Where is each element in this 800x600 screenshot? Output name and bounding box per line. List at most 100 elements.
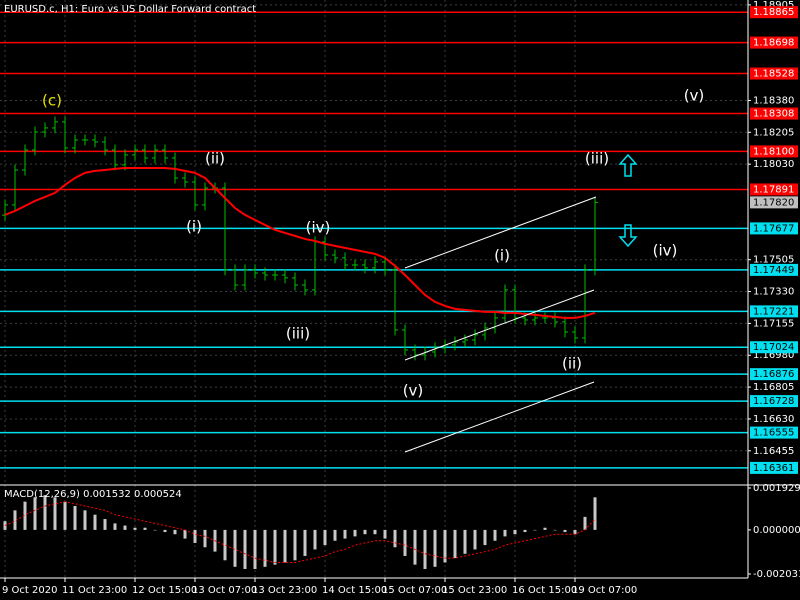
macd-bar (153, 529, 157, 531)
x-tick-label: 19 Oct 07:00 (572, 585, 637, 596)
macd-bar (113, 523, 117, 530)
level-tag (750, 222, 798, 235)
macd-bar (563, 529, 567, 533)
level-tag (750, 36, 798, 49)
macd-bar (23, 501, 27, 530)
level-tag (750, 305, 798, 318)
indicator-tick-label: -0.002031 (753, 569, 800, 580)
macd-bar (473, 529, 477, 550)
macd-bar (503, 529, 507, 537)
macd-bar (553, 529, 557, 531)
x-tick-label: 14 Oct 15:00 (322, 585, 387, 596)
wave-label: (i) (186, 218, 202, 236)
y-tick-label: 1.18380 (753, 95, 794, 106)
wave-label: (v) (403, 382, 424, 400)
indicator-tick-label: 0.001929 (753, 483, 800, 494)
wave-label: (c) (42, 92, 62, 110)
trend-line (404, 196, 597, 269)
macd-bar (33, 497, 37, 530)
macd-bar (583, 516, 587, 530)
macd-bar (83, 510, 87, 530)
macd-bar (73, 506, 77, 530)
macd-bar (523, 529, 527, 533)
x-tick-label: 11 Oct 23:00 (62, 585, 127, 596)
macd-bar (443, 529, 447, 563)
macd-bar (183, 529, 187, 539)
macd-bar (103, 519, 107, 530)
y-tick-label: 1.16805 (753, 382, 794, 393)
y-tick-label: 1.17330 (753, 287, 794, 298)
macd-bar (493, 529, 497, 541)
level-label: 1.16555 (753, 428, 794, 439)
macd-bar (593, 497, 597, 530)
level-label: 1.17024 (753, 342, 794, 353)
macd-bar (463, 529, 467, 554)
indicator-tick-label: 0.000000 (753, 525, 800, 536)
y-tick-label: 1.17505 (753, 255, 794, 266)
macd-bar (353, 529, 357, 537)
level-tag (750, 183, 798, 196)
plot (2, 116, 598, 569)
chart-title: EURUSD.c, H1: Euro vs US Dollar Forward … (4, 4, 256, 15)
level-tag (750, 67, 798, 80)
macd-bar (453, 529, 457, 559)
levels (0, 11, 748, 469)
macd-bar (343, 529, 347, 539)
up-arrow (618, 153, 638, 177)
moving-average (4, 166, 596, 319)
macd-bar (403, 529, 407, 556)
y-tick-label: 1.18905 (753, 0, 794, 11)
trend-line (404, 381, 595, 453)
macd-bar (423, 529, 427, 569)
level-tag (750, 368, 798, 381)
macd-bar (293, 529, 297, 561)
x-tick-label: 16 Oct 15:00 (512, 585, 577, 596)
x-tick-label: 15 Oct 23:00 (442, 585, 507, 596)
level-label: 1.16361 (753, 463, 794, 474)
level-label: 1.17891 (753, 184, 794, 195)
macd-bar (163, 529, 167, 533)
macd-signal (4, 501, 596, 563)
macd-bar (43, 495, 47, 530)
macd-bar (263, 529, 267, 567)
wave-label: (iii) (585, 150, 609, 168)
wave-label: (iv) (653, 242, 678, 260)
wave-label: (ii) (562, 355, 582, 373)
y-tick-label: 1.16980 (753, 350, 794, 361)
macd-bar (483, 529, 487, 546)
down-arrow (618, 224, 638, 248)
macd-bar (243, 529, 247, 569)
macd-bar (143, 527, 147, 530)
macd-bar (393, 529, 397, 548)
wave-label: (iii) (286, 325, 310, 343)
macd-bar (173, 529, 177, 535)
x-tick-label: 13 Oct 07:00 (192, 585, 257, 596)
x-tick-label: 12 Oct 15:00 (132, 585, 197, 596)
wave-label: (v) (684, 87, 705, 105)
level-tag (750, 6, 798, 19)
macd-bar (53, 497, 57, 530)
macd-bar (383, 529, 387, 539)
macd-bar (323, 529, 327, 546)
y-tick-label: 1.16455 (753, 446, 794, 457)
macd-bar (63, 501, 67, 530)
macd-bar (123, 525, 127, 530)
level-tag (750, 263, 798, 276)
level-tag (750, 145, 798, 158)
level-label: 1.16728 (753, 396, 794, 407)
level-label: 1.18308 (753, 109, 794, 120)
indicator-title: MACD(12,26,9) 0.001532 0.000524 (4, 489, 182, 500)
macd-bar (133, 527, 137, 530)
y-tick-label: 1.18205 (753, 127, 794, 138)
macd-bar (193, 529, 197, 543)
macd-bar (433, 529, 437, 567)
level-label: 1.16876 (753, 369, 794, 380)
y-tick-label: 1.17155 (753, 318, 794, 329)
macd-bar (273, 529, 277, 565)
wave-label: (iv) (306, 219, 331, 237)
macd-bar (93, 514, 97, 530)
macd-bar (223, 529, 227, 561)
macd-bar (313, 529, 317, 550)
